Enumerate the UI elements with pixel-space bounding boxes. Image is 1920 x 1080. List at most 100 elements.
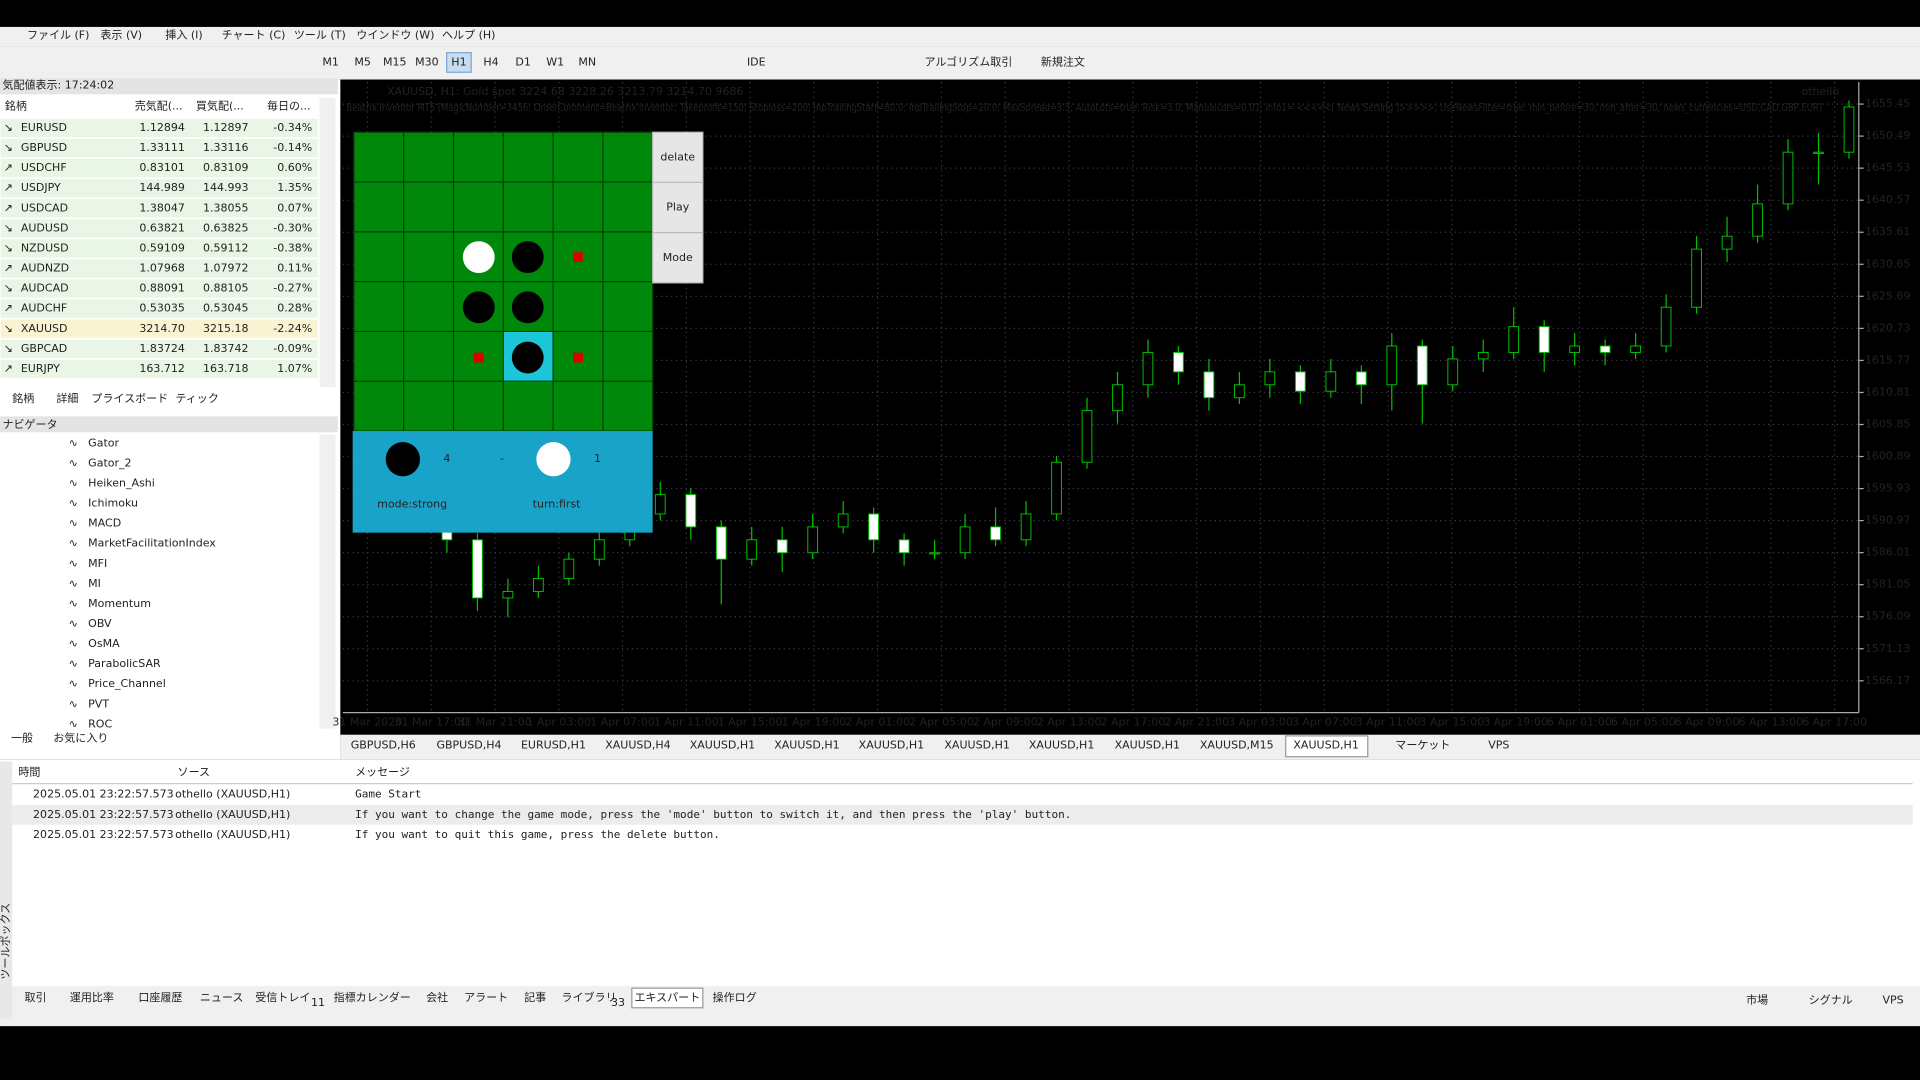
bottom-tab[interactable]: 指標カレンダー [334,990,411,1004]
toolbar-button[interactable]: アルゴリズム取引 [924,54,1012,68]
navigator-item[interactable]: Price_Channel [88,677,166,690]
panel-tab[interactable]: 一般 [11,731,33,744]
score-black: 4 [443,452,450,465]
navigator-item[interactable]: OsMA [88,637,120,650]
black-disc [462,291,495,324]
timeframe-button[interactable]: H1 [451,55,466,68]
chart-tab[interactable]: XAUUSD,H1 [1029,739,1094,752]
symbol[interactable]: AUDNZD [21,262,69,275]
game-button[interactable] [652,232,704,284]
log-header: メッセージ [355,766,410,779]
panel-tab[interactable]: ティック [175,392,218,405]
navigator-item[interactable]: PVT [88,697,109,710]
panel-tab[interactable]: プライスボード [91,392,168,405]
status-item[interactable]: 市場 [1746,992,1768,1006]
chart-header: XAUUSD, H1: Gold spot 3224.68 3228.26 32… [387,85,744,98]
chart-tab[interactable]: XAUUSD,H1 [944,739,1009,752]
timeframe-button[interactable]: M15 [383,55,407,68]
navigator-item[interactable]: MFI [88,557,107,570]
navigator-item[interactable]: Heiken_Ashi [88,476,155,489]
chart-tab[interactable]: GBPUSD,H4 [436,739,501,752]
symbol[interactable]: USDCHF [21,161,67,174]
game-button-label[interactable]: delate [660,150,695,163]
chart-tab[interactable]: XAUUSD,H1 [1293,739,1358,752]
timeframe-button[interactable]: D1 [515,55,531,68]
chart-tab[interactable]: XAUUSD,H1 [690,739,755,752]
chart-tab[interactable]: XAUUSD,H1 [774,739,839,752]
menu-item[interactable]: 挿入 (I) [165,28,202,42]
game-button[interactable] [652,181,704,234]
timeframe-button[interactable]: MN [578,55,596,68]
navigator-item[interactable]: ROC [88,717,112,730]
menu-item[interactable]: 表示 (V) [100,28,142,42]
bottom-tab[interactable]: アラート [464,991,508,1004]
panel-tab[interactable]: 銘柄 [12,391,34,405]
chart-tab[interactable]: XAUUSD,H1 [1115,739,1180,752]
timeframe-button[interactable]: W1 [546,55,564,68]
navigator-item[interactable]: ParabolicSAR [88,657,161,670]
symbol[interactable]: EURJPY [21,362,60,375]
bid: 144.989 [139,181,185,194]
chart-tab[interactable]: XAUUSD,H4 [605,739,670,752]
menu-item[interactable]: ウインドウ (W) [356,29,434,42]
symbol[interactable]: USDCAD [21,201,68,214]
navigator-item[interactable]: MI [88,577,101,590]
bottom-tab[interactable]: 記事 [524,990,546,1004]
navigator-item[interactable]: OBV [88,617,112,630]
navigator-item[interactable]: MACD [88,517,121,530]
toolbar-button[interactable]: 新規注文 [1041,54,1085,68]
symbol[interactable]: GBPUSD [21,141,67,154]
status-item[interactable]: シグナル [1809,992,1853,1006]
timeframe-button[interactable]: M1 [322,55,339,68]
time-label: 1 Apr 03:00 [526,715,591,728]
othello-board [352,131,654,533]
symbol[interactable]: XAUUSD [21,322,68,335]
score-white: 1 [594,452,601,465]
chart-tab[interactable]: VPS [1488,739,1509,752]
menu-item[interactable]: チャート (C) [222,29,286,42]
toolbar-button[interactable]: IDE [747,55,766,68]
chart-tab[interactable]: マーケット [1395,739,1450,752]
panel-tab[interactable]: 詳細 [56,391,78,405]
chart-tab[interactable]: XAUUSD,H1 [859,739,924,752]
panel-tab[interactable]: お気に入り [53,730,108,744]
game-button-label[interactable]: Play [666,201,689,214]
symbol[interactable]: AUDUSD [21,221,69,234]
chart-tab[interactable]: EURUSD,H1 [521,739,586,752]
symbol[interactable]: USDJPY [21,181,61,194]
candle-body [837,513,849,528]
bottom-tab[interactable]: 受信トレイ [255,991,310,1004]
symbol[interactable]: AUDCHF [21,302,67,315]
symbol[interactable]: NZDUSD [21,241,69,254]
navigator-item[interactable]: Ichimoku [88,497,138,510]
navigator-item[interactable]: Gator [88,436,119,449]
timeframe-button[interactable]: M30 [415,55,439,68]
bottom-tab[interactable]: ライブラリ [561,990,616,1004]
bottom-tab[interactable]: 口座履歴 [138,990,182,1004]
row-bg [0,358,319,380]
bottom-tab[interactable]: 会社 [426,990,448,1004]
menu-item[interactable]: ヘルプ (H) [442,29,495,42]
bottom-tab[interactable]: 操作ログ [713,990,757,1004]
menu-item[interactable]: ツール (T) [294,29,346,42]
chart-tab[interactable]: GBPUSD,H6 [351,739,416,752]
chart-tab[interactable]: XAUUSD,M15 [1200,739,1274,752]
timeframe-button[interactable]: M5 [354,55,371,68]
game-button[interactable] [652,131,704,184]
bottom-tab[interactable]: 取引 [24,990,46,1004]
menu-item[interactable]: ファイル (F) [27,29,90,42]
navigator-item[interactable]: MarketFacilitationIndex [88,537,216,550]
symbol[interactable]: GBPCAD [21,342,67,355]
bottom-tab[interactable]: エキスパート [634,991,700,1004]
symbol[interactable]: AUDCAD [21,282,69,295]
bottom-tab[interactable]: ニュース [200,991,244,1004]
bottom-tab[interactable]: 運用比率 [70,990,114,1004]
timeframe-button[interactable]: H4 [483,55,498,68]
symbol[interactable]: EURUSD [21,121,67,134]
game-button-label[interactable]: Mode [663,251,693,264]
navigator-item[interactable]: Momentum [88,597,151,610]
navigator-item[interactable]: Gator_2 [88,456,131,469]
indicator-icon: ∿ [69,537,78,550]
price-label: 1595.93 [1865,482,1911,495]
status-item[interactable]: VPS [1882,993,1903,1006]
